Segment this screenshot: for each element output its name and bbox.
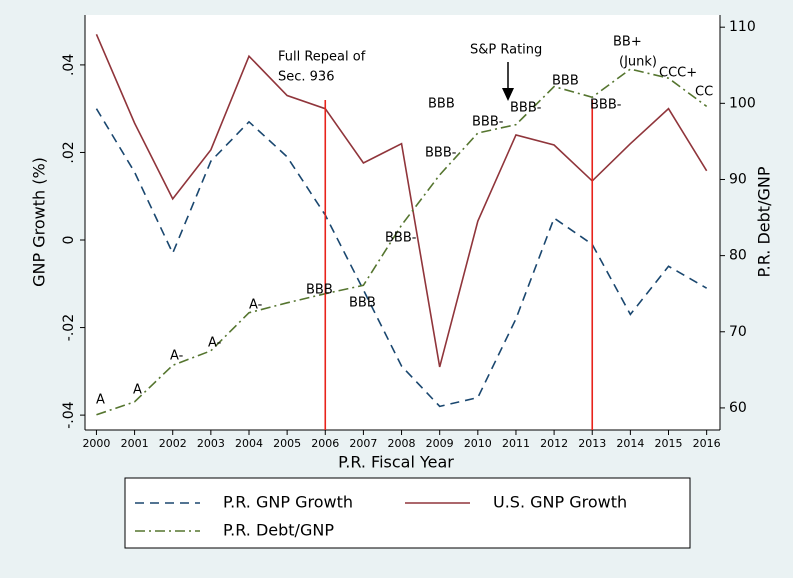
x-tick-label: 2010 [464,437,492,450]
annotation: S&P Rating [470,43,542,58]
x-tick-label: 2002 [159,437,187,450]
x-tick-label: 2003 [197,437,225,450]
y2-tick-label: 100 [729,95,756,111]
y-axis-label: GNP Growth (%) [30,157,49,287]
annotation: Full Repeal of [278,50,366,65]
annotation: A- [208,336,222,351]
annotation: BBB [306,283,333,298]
y-tick-label: .04 [61,54,77,76]
annotation: A- [249,298,263,313]
series-line [95,108,708,408]
y2-tick-label: 110 [729,19,756,35]
x-tick-label: 2011 [502,437,530,450]
x-tick-label: 2015 [655,437,683,450]
x-tick-label: 2004 [235,437,263,450]
x-tick-label: 2009 [426,437,454,450]
annotation: BBB [552,74,579,89]
x-tick-label: 2013 [578,437,606,450]
annotation-arrowhead [502,88,514,101]
x-tick-label: 2005 [273,437,301,450]
annotation: A [96,393,105,408]
x-tick-label: 2007 [349,437,377,450]
annotation: Sec. 936 [278,70,334,85]
x-tick-label: 2000 [82,437,110,450]
annotation: A [133,383,142,398]
annotation: BBB- [425,146,457,161]
annotation: BBB- [385,231,417,246]
annotation: BBB- [472,115,504,130]
y2-axis-label: P.R. Debt/GNP [755,166,774,277]
x-tick-label: 2012 [540,437,568,450]
y2-tick-label: 90 [729,171,747,187]
x-tick-label: 2006 [311,437,339,450]
y-tick-label: -.02 [61,314,77,341]
y2-tick-label: 60 [729,400,747,416]
legend-label: P.R. Debt/GNP [223,521,334,540]
annotation: (Junk) [619,55,657,70]
annotation: BBB- [590,98,622,113]
x-tick-label: 2014 [616,437,644,450]
plot-area [85,15,720,430]
y2-tick-label: 80 [729,248,747,264]
y-tick-label: .02 [61,141,77,163]
annotation: BBB [428,97,455,112]
annotation: BBB- [510,101,542,116]
legend-label: U.S. GNP Growth [493,493,627,512]
y-tick-label: 0 [61,236,77,245]
annotation: CC [695,85,713,100]
annotation: BB+ [613,35,642,50]
annotation: CCC+ [659,66,697,81]
annotation: BBB [349,296,376,311]
x-tick-label: 2001 [121,437,149,450]
series-line [96,68,708,416]
x-tick-label: 2008 [388,437,416,450]
y-tick-label: -.04 [61,401,77,428]
legend [124,477,691,549]
x-tick-label: 2016 [693,437,721,450]
legend-label: P.R. GNP Growth [223,493,353,512]
y2-tick-label: 70 [729,324,747,340]
series-line [95,33,708,368]
x-axis-label: P.R. Fiscal Year [338,453,454,472]
annotation: A- [170,349,184,364]
